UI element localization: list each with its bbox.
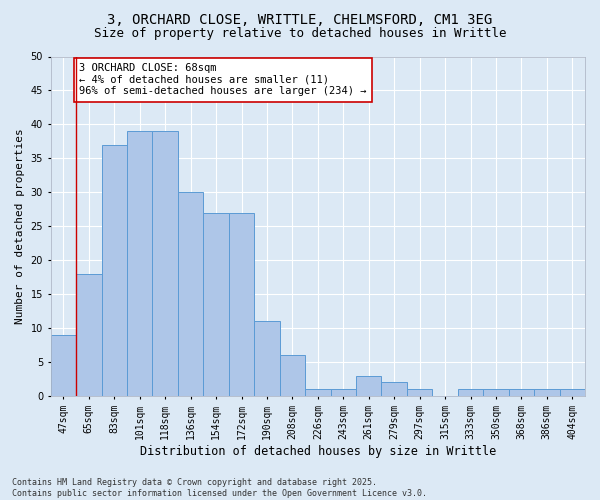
Bar [203,212,229,396]
Bar [534,390,560,396]
Bar [280,356,305,396]
Bar [407,390,433,396]
X-axis label: Distribution of detached houses by size in Writtle: Distribution of detached houses by size … [140,444,496,458]
Bar [152,131,178,396]
Bar [76,274,101,396]
Text: 3, ORCHARD CLOSE, WRITTLE, CHELMSFORD, CM1 3EG: 3, ORCHARD CLOSE, WRITTLE, CHELMSFORD, C… [107,12,493,26]
Bar [50,335,76,396]
Y-axis label: Number of detached properties: Number of detached properties [15,128,25,324]
Bar [458,390,483,396]
Bar [254,322,280,396]
Bar [127,131,152,396]
Bar [101,145,127,396]
Bar [331,390,356,396]
Text: 3 ORCHARD CLOSE: 68sqm
← 4% of detached houses are smaller (11)
96% of semi-deta: 3 ORCHARD CLOSE: 68sqm ← 4% of detached … [79,64,367,96]
Bar [509,390,534,396]
Bar [356,376,382,396]
Bar [483,390,509,396]
Bar [229,212,254,396]
Bar [560,390,585,396]
Bar [305,390,331,396]
Text: Size of property relative to detached houses in Writtle: Size of property relative to detached ho… [94,28,506,40]
Bar [382,382,407,396]
Text: Contains HM Land Registry data © Crown copyright and database right 2025.
Contai: Contains HM Land Registry data © Crown c… [12,478,427,498]
Bar [178,192,203,396]
